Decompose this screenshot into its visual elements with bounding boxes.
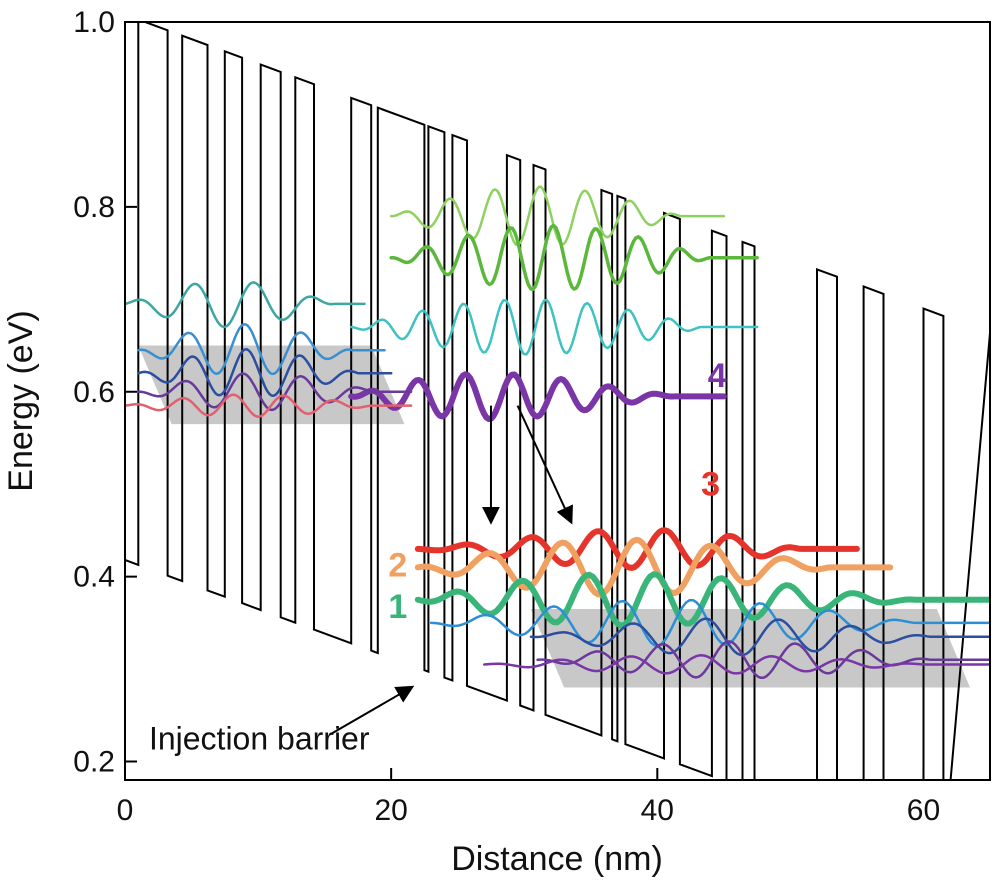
x-tick-label-1: 20 <box>374 794 407 827</box>
y-tick-label-2: 0.6 <box>73 376 115 409</box>
plot-frame <box>124 21 991 781</box>
conduction-band-profile <box>125 22 990 780</box>
wavefunction-series-15 <box>483 654 990 675</box>
wavefunction-series-7 <box>137 372 413 412</box>
state-label-3: 3 <box>701 465 720 503</box>
y-tick-label-0: 0.2 <box>73 746 115 779</box>
shaded-region-injector-left <box>138 345 405 425</box>
state-label-4: 4 <box>708 357 727 395</box>
shading-layer <box>138 345 971 688</box>
wavefunction-series-5 <box>137 323 386 376</box>
wavefunction-layer <box>125 185 990 680</box>
x-tick-label-2: 40 <box>641 794 674 827</box>
wavefunction-series-13 <box>529 617 990 657</box>
wavefunction-series-6 <box>137 348 393 398</box>
x-tick-label-3: 60 <box>907 794 940 827</box>
wavefunction-series-10 <box>414 536 894 598</box>
wavefunction-series-2 <box>349 298 759 356</box>
arrow-layer <box>330 405 573 735</box>
y-tick-label-3: 0.8 <box>73 191 115 224</box>
state-label-1: 1 <box>388 588 407 626</box>
y-axis-title: Energy (eV) <box>2 310 40 491</box>
wavefunction-series-14 <box>536 640 990 680</box>
label-layer: 4 3 21 Injection barrier <box>149 357 727 756</box>
wavefunction-series-12 <box>429 598 990 647</box>
wavefunction-series-8 <box>125 393 413 418</box>
x-tick-label-0: 0 <box>117 794 134 827</box>
arrow-1 <box>516 405 573 525</box>
state-label-2: 2 <box>388 547 407 585</box>
wavefunction-series-3 <box>348 371 727 422</box>
wavefunction-series-0 <box>389 185 726 247</box>
annotation-injection-barrier: Injection barrier <box>149 720 370 756</box>
arrow-2 <box>330 685 415 735</box>
y-tick-label-4: 1.0 <box>73 6 115 39</box>
x-axis-title: Distance (nm) <box>451 840 663 878</box>
tick-layer: 0 20 40 60 0.2 0.4 0.6 0.8 1.0 <box>73 6 940 827</box>
band-layer <box>125 22 990 780</box>
y-tick-label-1: 0.4 <box>73 561 115 594</box>
wavefunction-series-11 <box>414 571 990 629</box>
wavefunction-series-4 <box>125 281 366 329</box>
wavefunction-series-1 <box>389 223 759 292</box>
